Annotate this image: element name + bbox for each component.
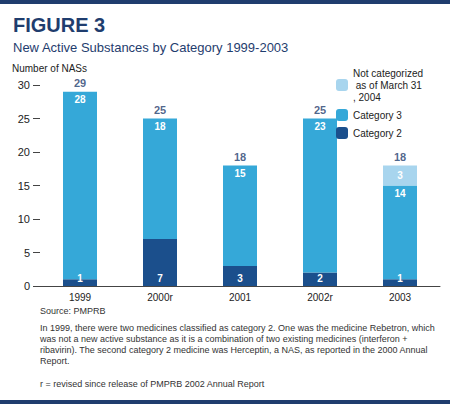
- svg-text:1: 1: [397, 273, 403, 284]
- svg-text:23: 23: [314, 121, 326, 132]
- svg-text:25: 25: [314, 104, 326, 116]
- svg-text:1999: 1999: [69, 292, 92, 303]
- svg-text:5: 5: [24, 247, 30, 259]
- svg-text:Category 3: Category 3: [353, 110, 402, 121]
- svg-text:18: 18: [394, 151, 406, 163]
- svg-text:, 2004: , 2004: [353, 92, 381, 103]
- svg-text:In 1999, there were two medici: In 1999, there were two medicines classi…: [40, 323, 437, 333]
- svg-text:as of March 31: as of March 31: [353, 80, 422, 91]
- svg-text:3: 3: [237, 273, 243, 284]
- svg-text:15: 15: [234, 168, 246, 179]
- svg-text:25: 25: [18, 113, 30, 125]
- svg-text:18: 18: [234, 151, 246, 163]
- svg-text:2000r: 2000r: [147, 292, 173, 303]
- svg-text:r = revised since release of P: r = revised since release of PMPRB 2002 …: [40, 379, 265, 389]
- svg-text:Source: PMPRB: Source: PMPRB: [40, 306, 106, 316]
- svg-text:18: 18: [154, 121, 166, 132]
- svg-text:7: 7: [157, 273, 163, 284]
- svg-text:2002r: 2002r: [307, 292, 333, 303]
- svg-text:2: 2: [317, 273, 323, 284]
- svg-text:Number of NASs: Number of NASs: [12, 63, 87, 74]
- svg-text:14: 14: [394, 188, 406, 199]
- svg-text:FIGURE 3: FIGURE 3: [13, 14, 105, 36]
- svg-text:1: 1: [77, 273, 83, 284]
- svg-text:29: 29: [74, 77, 86, 89]
- svg-text:2001: 2001: [229, 292, 252, 303]
- svg-text:Not categorized: Not categorized: [353, 68, 423, 79]
- svg-text:ribavirin). The second categor: ribavirin). The second category 2 medici…: [40, 345, 430, 355]
- svg-text:28: 28: [74, 94, 86, 105]
- svg-text:20: 20: [18, 146, 30, 158]
- svg-text:was not a new active substance: was not a new active substance as it is …: [39, 334, 410, 344]
- svg-text:3: 3: [397, 170, 403, 181]
- svg-text:30: 30: [18, 79, 30, 91]
- svg-text:Report.: Report.: [40, 356, 70, 366]
- svg-text:25: 25: [154, 104, 166, 116]
- svg-text:10: 10: [18, 213, 30, 225]
- svg-text:2003: 2003: [389, 292, 412, 303]
- svg-text:Category 2: Category 2: [353, 128, 402, 139]
- svg-text:New Active Substances by Categ: New Active Substances by Category 1999-2…: [13, 40, 288, 55]
- svg-text:0: 0: [24, 280, 30, 292]
- svg-text:15: 15: [18, 180, 30, 192]
